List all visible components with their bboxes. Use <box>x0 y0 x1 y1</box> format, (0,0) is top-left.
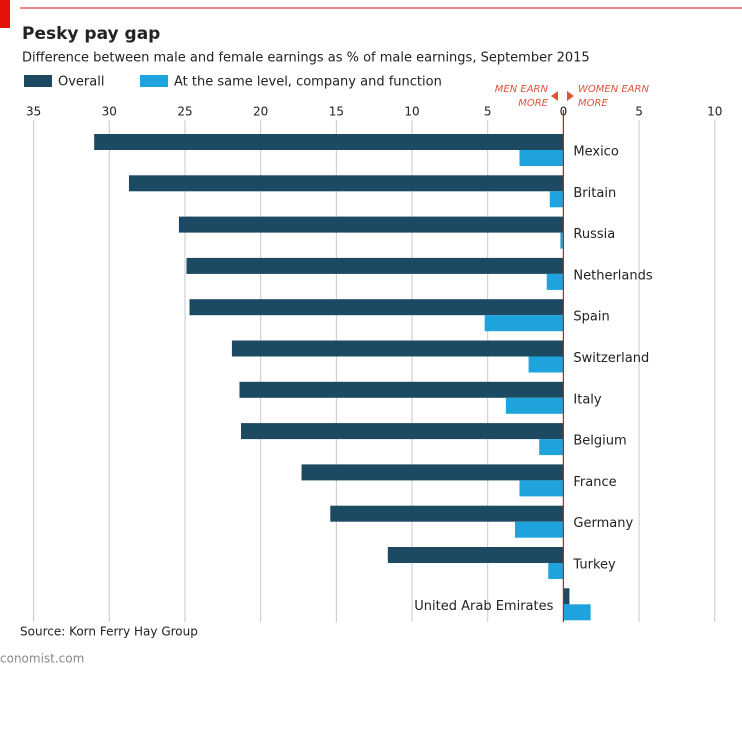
arrow-right <box>567 91 574 101</box>
source: Source: Korn Ferry Hay Group <box>20 625 198 639</box>
brand-block <box>0 0 10 28</box>
category-label: Britain <box>573 186 616 201</box>
x-tick-label: 25 <box>177 105 192 119</box>
bar <box>519 480 564 497</box>
bar <box>231 340 564 357</box>
bar <box>178 216 564 233</box>
bar <box>548 563 564 579</box>
bar <box>549 191 564 208</box>
category-label: France <box>573 475 616 490</box>
bar <box>484 315 564 332</box>
bar <box>514 521 564 538</box>
bar <box>528 356 564 373</box>
category-label: Switzerland <box>573 351 649 366</box>
category-label: Germany <box>573 516 633 531</box>
bar <box>563 604 591 621</box>
x-tick-label: 10 <box>404 105 419 119</box>
legend-swatch <box>140 75 168 87</box>
bar <box>128 175 564 192</box>
arrow-left <box>551 91 558 101</box>
bar <box>189 299 564 316</box>
category-label: Netherlands <box>573 268 652 283</box>
annotation: WOMEN EARN <box>578 84 649 95</box>
x-tick-label: 30 <box>102 105 117 119</box>
category-label: Spain <box>573 310 609 325</box>
category-label: Belgium <box>573 434 626 449</box>
x-tick-label: 5 <box>484 105 492 119</box>
x-tick-label: 35 <box>26 105 41 119</box>
annotation: MEN EARN <box>495 84 549 95</box>
bar <box>539 439 564 456</box>
bar <box>301 464 564 481</box>
x-tick-label: 5 <box>635 105 643 119</box>
legend-label: Overall <box>58 75 104 90</box>
x-tick-label: 20 <box>253 105 268 119</box>
category-label: Italy <box>573 392 602 407</box>
bar <box>560 232 564 249</box>
bar <box>505 397 564 414</box>
chart-subtitle: Difference between male and female earni… <box>22 51 590 66</box>
bar <box>387 547 564 563</box>
category-label: Turkey <box>572 558 616 573</box>
annotation: MORE <box>518 98 548 109</box>
bar <box>330 505 564 522</box>
bar <box>240 423 564 440</box>
category-label: Mexico <box>573 145 618 160</box>
bar <box>546 273 564 290</box>
x-tick-label: 10 <box>707 105 722 119</box>
bar <box>563 588 570 605</box>
footer: conomist.com <box>0 652 84 666</box>
legend-swatch <box>24 75 52 87</box>
chart-title: Pesky pay gap <box>22 24 160 44</box>
bar <box>186 257 564 274</box>
category-label: United Arab Emirates <box>414 599 553 614</box>
bar <box>239 381 564 398</box>
legend-label: At the same level, company and function <box>174 75 442 90</box>
bar <box>519 150 564 166</box>
category-label: Russia <box>573 227 615 242</box>
bar <box>94 134 564 150</box>
annotation: MORE <box>578 98 608 109</box>
x-tick-label: 15 <box>329 105 344 119</box>
